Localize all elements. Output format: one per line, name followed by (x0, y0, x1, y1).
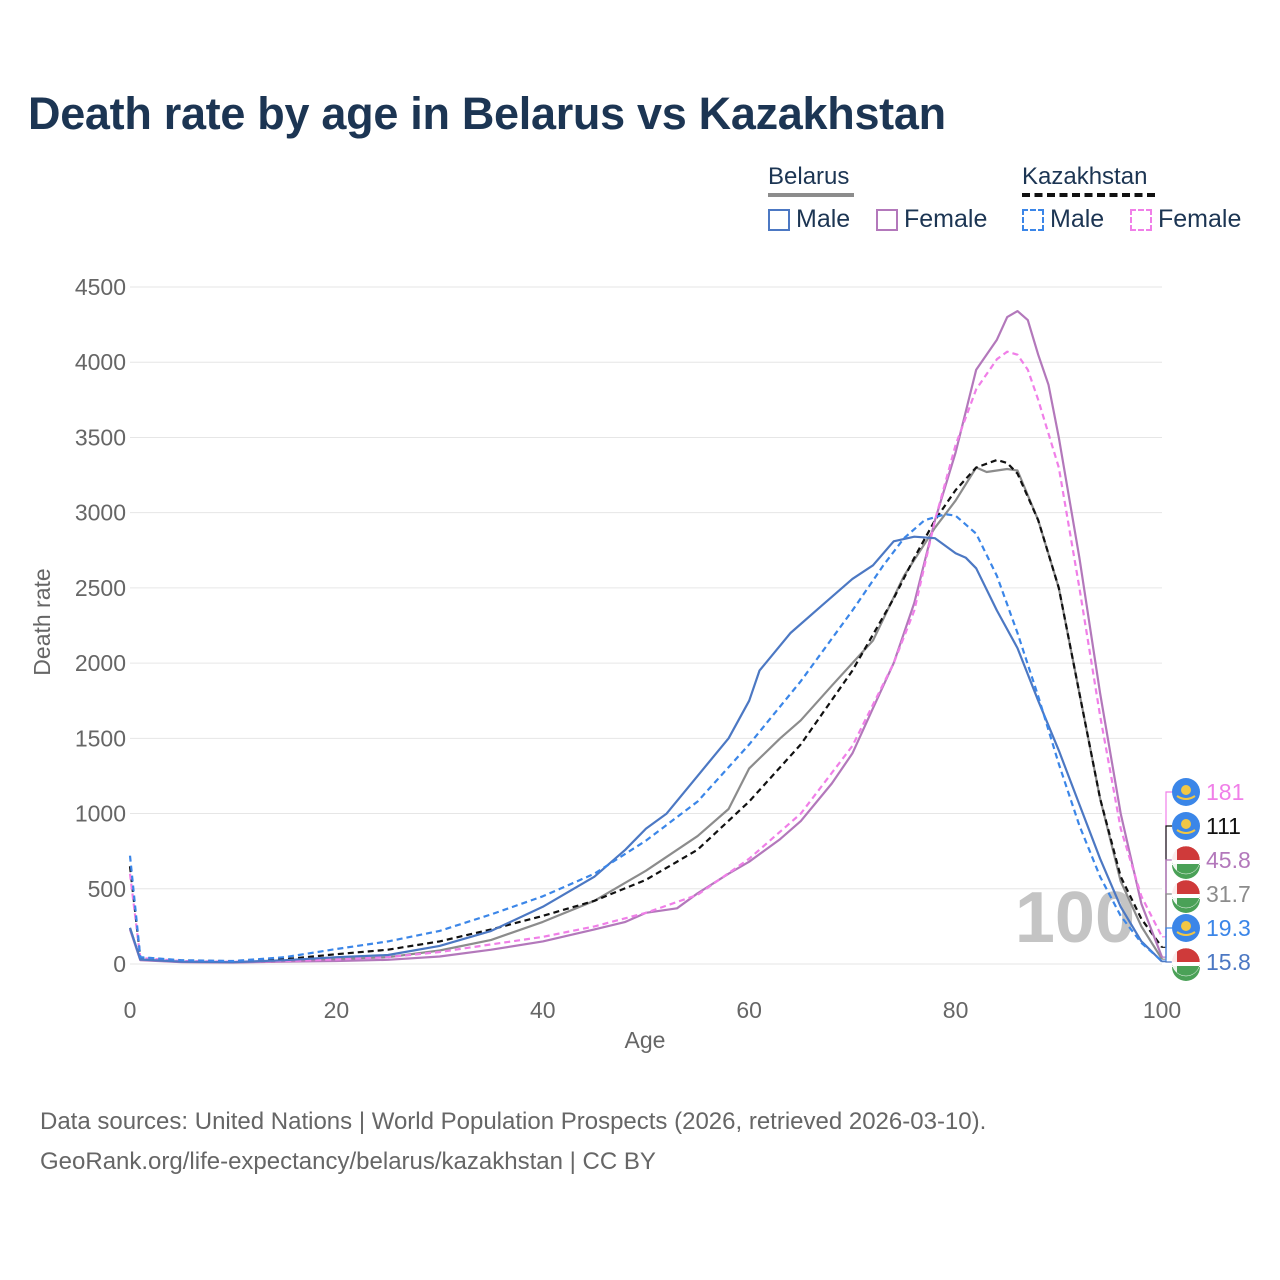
end-label-value: 111 (1206, 813, 1241, 839)
x-axis-ticks: 0 20 40 60 80 100 (124, 997, 1182, 1023)
end-label-value: 31.7 (1206, 881, 1251, 907)
end-label-value: 15.8 (1206, 949, 1251, 975)
y-axis-label: Death rate (29, 568, 55, 675)
end-label-value: 181 (1206, 779, 1244, 805)
y-tick-label-1000: 1000 (75, 801, 126, 827)
grid-lines (130, 286, 1162, 965)
legend-item-kazakhstan-female[interactable]: Female (1130, 205, 1241, 234)
x-tick-label-80: 80 (943, 997, 969, 1023)
end-label-value: 45.8 (1206, 847, 1251, 873)
legend-item-kazakhstan-male[interactable]: Male (1022, 205, 1104, 234)
end-label-connector (1162, 825, 1172, 948)
end-label-value: 19.3 (1206, 915, 1251, 941)
flag-belarus-icon (1171, 879, 1201, 913)
legend-underline-belarus (768, 193, 854, 197)
legend-swatch-kazakhstan-female (1130, 208, 1152, 231)
end-label-connector (1162, 859, 1172, 958)
x-tick-label-20: 20 (324, 997, 350, 1023)
y-tick-label-0: 0 (113, 951, 126, 977)
y-tick-label-2000: 2000 (75, 650, 126, 676)
y-axis-ticks: 0 500 1000 1500 2000 2500 3000 3500 4000 4500 (75, 274, 126, 977)
series-line-belarus-male[interactable] (128, 535, 1163, 964)
flag-kazakhstan-icon (1172, 914, 1200, 942)
legend-swatch-belarus-male (768, 208, 790, 231)
flag-belarus-icon (1171, 947, 1201, 981)
y-tick-label-4500: 4500 (75, 274, 126, 300)
y-tick-label-3500: 3500 (75, 424, 126, 450)
x-tick-label-40: 40 (530, 997, 556, 1023)
y-tick-label-3000: 3000 (75, 500, 126, 526)
end-label-connector (1162, 791, 1172, 938)
legend-label-belarus-male: Male (796, 205, 851, 233)
legend-group-belarus: Belarus (768, 163, 850, 190)
legend-swatch-kazakhstan-male (1022, 208, 1044, 231)
y-tick-label-4000: 4000 (75, 349, 126, 375)
x-axis-label: Age (625, 1027, 666, 1053)
flag-kazakhstan-icon (1172, 812, 1200, 840)
y-tick-label-1500: 1500 (75, 725, 126, 751)
legend-swatch-belarus-female (876, 208, 898, 231)
series-line-belarus-female[interactable] (128, 310, 1164, 964)
chart-title: Death rate by age in Belarus vs Kazakhst… (28, 88, 946, 139)
flag-kazakhstan-icon (1172, 778, 1200, 806)
footer-url: GeoRank.org/life-expectancy/belarus/kaza… (40, 1148, 656, 1175)
y-tick-label-500: 500 (88, 876, 126, 902)
legend-label-kazakhstan-female: Female (1158, 205, 1242, 233)
legend-item-belarus-female[interactable]: Female (876, 205, 987, 234)
flag-belarus-icon (1171, 845, 1201, 879)
legend-item-belarus-male[interactable]: Male (768, 205, 850, 234)
year-watermark: 100 (1015, 878, 1135, 958)
series-line-kazakhstan-male[interactable] (128, 513, 1163, 963)
end-labels: 181 111 45.8 31.7 19.3 15.8 (1162, 778, 1251, 981)
x-tick-label-60: 60 (736, 997, 762, 1023)
series-line-belarus-total[interactable] (128, 466, 1163, 964)
end-label-connector (1162, 927, 1172, 962)
legend-underline-kazakhstan (1022, 193, 1155, 197)
series-line-kazakhstan-total[interactable] (128, 458, 1163, 963)
legend-label-belarus-female: Female (904, 205, 988, 233)
series-lines (128, 310, 1164, 964)
x-tick-label-100: 100 (1143, 997, 1181, 1023)
legend-label-kazakhstan-male: Male (1050, 205, 1105, 233)
end-label-connector (1162, 893, 1172, 960)
series-line-kazakhstan-female[interactable] (128, 350, 1163, 963)
legend-group-kazakhstan: Kazakhstan (1022, 163, 1148, 190)
y-tick-label-2500: 2500 (75, 575, 126, 601)
x-tick-label-0: 0 (124, 997, 137, 1023)
footer-sources: Data sources: United Nations | World Pop… (40, 1108, 987, 1135)
